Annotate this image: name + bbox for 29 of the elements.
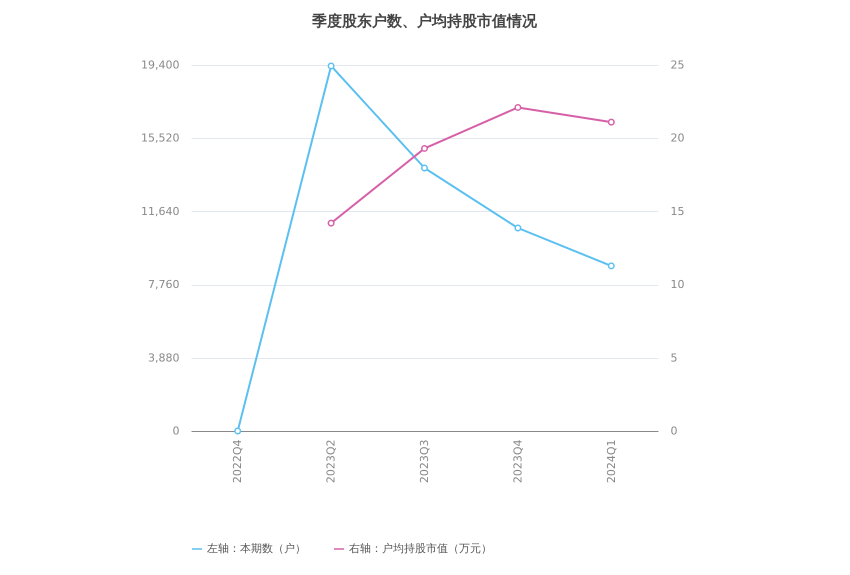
x-tick-label: 2022Q4 <box>231 440 244 484</box>
chart-title: 季度股东户数、户均持股市值情况 <box>311 12 538 30</box>
y-tick-label: 15,520 <box>141 132 180 145</box>
y2-tick-label: 5 <box>670 351 678 364</box>
point <box>514 224 522 232</box>
point <box>608 262 615 270</box>
y2-tick-label: 10 <box>670 278 684 292</box>
y-tick-label: 3,880 <box>148 351 180 364</box>
point <box>608 118 615 126</box>
y-tick-label: 0 <box>172 424 180 438</box>
point <box>328 220 335 227</box>
point <box>421 164 428 172</box>
y-tick-label: 19,400 <box>141 58 180 72</box>
y2-tick-label: 20 <box>670 132 684 145</box>
point <box>328 62 335 70</box>
point <box>421 144 428 152</box>
x-tick-label: 2023Q2 <box>324 440 338 484</box>
y-tick-label: 11,640 <box>141 204 180 218</box>
point <box>514 104 522 111</box>
y2-tick-label: 0 <box>670 424 678 438</box>
y-tick-label: 7,760 <box>148 278 180 292</box>
x-tick-label: 2024Q1 <box>604 440 618 484</box>
point <box>234 428 242 434</box>
x-tick-label: 2023Q3 <box>418 440 431 484</box>
legend-label: 右轴：户均持股市值（万元） <box>349 542 492 555</box>
y2-tick-label: 15 <box>670 204 684 218</box>
legend-label: 左轴：本期数（户） <box>207 542 306 555</box>
x-tick-label: 2023Q4 <box>511 440 524 484</box>
y2-tick-label: 25 <box>670 58 684 72</box>
